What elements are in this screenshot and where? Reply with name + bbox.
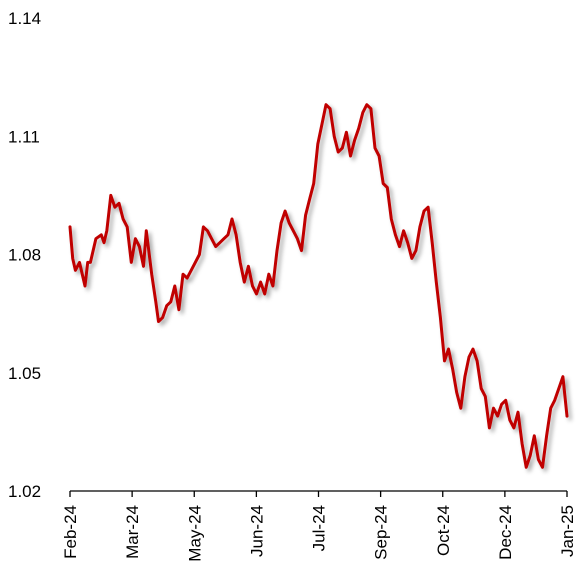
y-tick-label: 1.08 — [8, 246, 41, 265]
y-tick-label: 1.11 — [8, 127, 40, 146]
y-tick-label: 1.05 — [8, 364, 41, 383]
series-layer — [68, 103, 569, 469]
x-tick-label: Oct-24 — [434, 505, 453, 556]
x-axis-tick-labels: Feb-24 Mar-24 May-24 Jun-24 Jul-24 Sep-24 Oct-… — [61, 505, 577, 562]
y-tick-label: 1.14 — [8, 9, 41, 28]
x-tick-label: May-24 — [185, 505, 204, 562]
y-axis-tick-labels: 1.02 1.05 1.08 1.11 1.14 — [8, 9, 41, 501]
x-tick-label: Feb-24 — [61, 505, 80, 559]
x-tick-label: Sep-24 — [372, 505, 391, 560]
x-tick-label: Jan-25 — [558, 505, 577, 557]
x-tick-label: Jul-24 — [310, 505, 329, 551]
axes — [69, 490, 568, 497]
x-tick-label: Mar-24 — [123, 505, 142, 559]
x-tick-label: Dec-24 — [496, 505, 515, 560]
x-tick-label: Jun-24 — [247, 505, 266, 557]
series-line — [68, 103, 569, 469]
y-tick-label: 1.02 — [8, 482, 41, 501]
